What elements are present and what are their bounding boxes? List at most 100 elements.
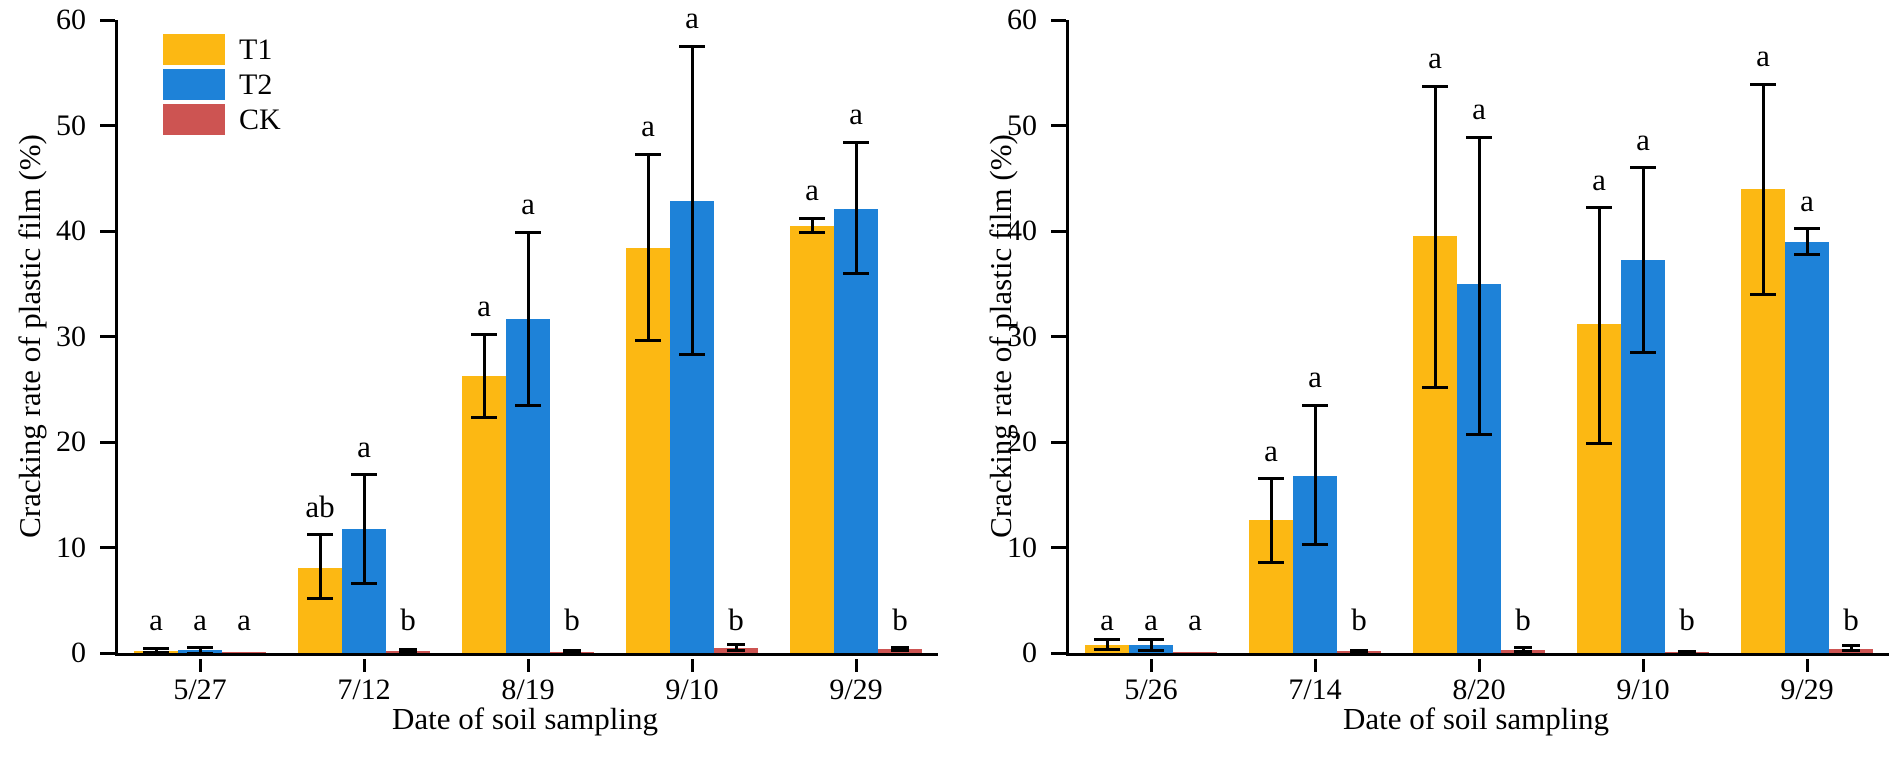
error-bar-cap [891,649,909,653]
error-bar-cap [187,645,213,649]
error-bar-cap [679,352,705,356]
error-bar-cap [515,403,541,407]
error-bar-t2-9/10 [690,46,694,355]
error-bar-cap [1138,648,1164,652]
bar-t2-9/29 [834,208,878,653]
error-bar-cap [1422,385,1448,389]
x-tick-label: 7/12 [337,673,391,706]
error-bar-t1-5/26 [1105,639,1109,650]
error-bar-cap [1350,648,1368,652]
error-bar-cap [1794,227,1820,231]
x-tick-label: 9/29 [829,673,883,706]
error-bar-t2-9/10 [1641,167,1645,353]
y-axis-tick [100,440,115,444]
error-bar-cap [1138,637,1164,641]
error-bar-t2-9/29 [1805,228,1809,255]
significance-letter: a [1636,121,1650,157]
y-axis-tick [1051,651,1066,655]
error-bar-cap [1466,135,1492,139]
error-bar-cap [351,581,377,585]
error-bar-cap [843,140,869,144]
x-axis-tick [1477,659,1481,672]
error-bar-cap [1586,441,1612,445]
legend-item-t1: T1 [163,34,281,65]
error-bar-cap [1350,650,1368,654]
error-bar-cap [1678,651,1696,655]
error-bar-ck-9/29 [1849,645,1853,651]
x-axis-tick [1641,659,1645,672]
y-axis-tick [100,546,115,549]
x-tick-label: 8/20 [1452,673,1506,706]
significance-letter: a [849,96,863,132]
error-bar-t1-9/10 [1597,207,1601,444]
x-tick-label: 5/26 [1124,673,1178,706]
significance-letter: a [1428,40,1442,76]
significance-letter: a [1592,161,1606,197]
x-tick-label: 9/10 [1616,673,1670,706]
error-bar-cap [1258,477,1284,481]
error-bar-cap [799,216,825,220]
bar-t1-8/19 [462,375,506,653]
x-axis-tick [198,659,202,672]
error-bar-cap [727,648,745,652]
error-bar-t1-9/10 [646,154,650,341]
y-tick-label: 60 [1007,3,1037,36]
error-bar-t1-8/20 [1433,86,1437,388]
x-axis-tick [854,659,858,672]
significance-letter: b [1515,602,1531,637]
error-bar-cap [515,230,541,234]
x-axis-tick [690,659,694,672]
error-bar-t1-9/29 [810,218,814,233]
significance-letter: b [1679,602,1695,637]
error-bar-cap [1422,84,1448,88]
chart-panel-left: Cracking rate of plastic film (%) 0 10 20 3… [12,2,938,736]
y-tick-label: 60 [56,3,86,36]
significance-letter: a [1472,91,1486,127]
significance-letter: a [1264,432,1278,468]
significance-letter: a [357,428,371,464]
bar-t2-9/29 [1785,241,1829,653]
legend-label-t1: T1 [239,33,273,66]
significance-letter: b [1351,602,1367,637]
y-axis-tick [1051,124,1066,127]
x-axis-title: Date of soil sampling [391,701,659,736]
significance-letter: b [564,602,580,637]
legend-label-ck: CK [239,103,281,136]
error-bar-cap [1750,82,1776,86]
y-tick-label: 10 [1007,530,1037,564]
x-tick-label: 8/19 [501,673,555,706]
y-tick-label: 30 [56,319,86,353]
error-bar-t2-7/12 [362,474,366,584]
error-bar-t2-8/20 [1477,137,1481,435]
error-bar-cap [1258,560,1284,564]
error-bar-cap [471,416,497,420]
significance-letter: a [1188,602,1202,637]
error-bar-t2-8/19 [526,232,530,406]
error-bar-cap [1514,649,1532,653]
significance-letter: a [1756,38,1770,74]
error-bar-cap [399,650,417,654]
error-bar-t1-8/19 [482,334,486,418]
significance-letter: b [400,602,416,637]
error-bar-cap [399,647,417,651]
x-axis-tick [1149,659,1153,672]
plot-area-left: 0 10 20 30 40 50 60 5/27 7/12 8/19 9/10 9/29 a a a ab a b… [56,2,938,706]
plot-area-right: 0 10 20 30 40 50 60 5/26 7/14 8/20 9/10 9/29 a a a a a b a… [1007,3,1889,706]
error-bar-cap [563,649,581,653]
error-bar-cap [1630,166,1656,170]
x-tick-label: 5/27 [173,673,227,706]
y-tick-label: 50 [1007,108,1037,142]
legend-swatch-ck [163,104,225,135]
y-tick-label: 10 [56,530,86,564]
significance-letter: a [1308,359,1322,395]
error-bar-cap [891,645,909,649]
legend: T1 T2 CK [163,34,281,139]
error-bar-cap [143,650,169,654]
x-axis-title: Date of soil sampling [1342,701,1610,736]
legend-swatch-t2 [163,69,225,100]
x-tick-label: 7/14 [1288,673,1342,706]
significance-letter: a [1144,602,1158,637]
error-bar-t1-7/12 [318,534,322,599]
error-bar-cap [1630,350,1656,354]
